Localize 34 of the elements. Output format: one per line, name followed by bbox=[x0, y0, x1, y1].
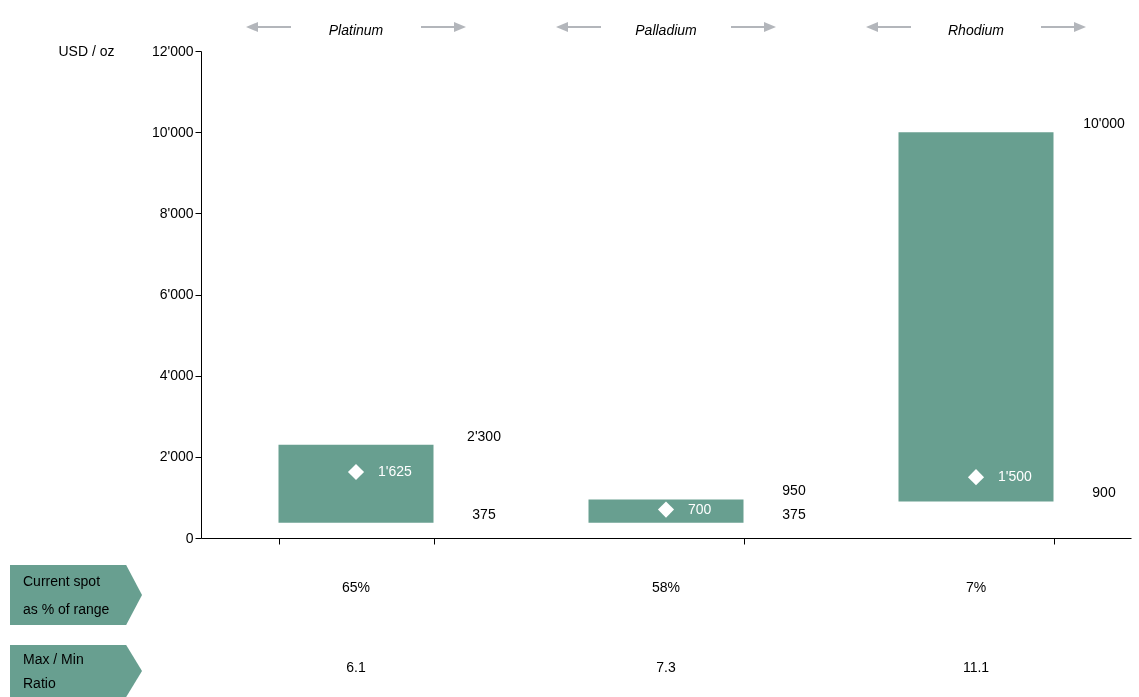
data-label: 1'625 bbox=[378, 463, 413, 480]
x-tick-label: Palladium bbox=[635, 21, 698, 38]
text: 7.3 bbox=[656, 659, 676, 675]
data-label: 700 bbox=[688, 500, 712, 517]
bar bbox=[278, 444, 434, 523]
x-tick-label: Platinum bbox=[328, 21, 384, 38]
bar bbox=[898, 132, 1054, 502]
y-tick-label: 0 bbox=[185, 529, 194, 546]
text: 11.1 bbox=[962, 659, 990, 675]
annotation: 900 bbox=[1092, 484, 1116, 501]
text: 7% bbox=[965, 579, 987, 595]
text: Max / Min Ratio bbox=[23, 650, 85, 693]
data-label: 1'500 bbox=[998, 468, 1033, 485]
text: 58% bbox=[651, 579, 681, 595]
annotation: 375 bbox=[782, 505, 806, 522]
annotation: 2'300 bbox=[467, 427, 502, 444]
y-tick-label: 8'000 bbox=[159, 204, 194, 221]
bar bbox=[588, 499, 744, 523]
point bbox=[657, 501, 675, 518]
annotation: 375 bbox=[472, 505, 496, 522]
annotation: 10'000 bbox=[1083, 115, 1126, 132]
y-tick-label: 2'000 bbox=[159, 448, 194, 465]
point bbox=[347, 463, 365, 481]
y-axis-title: USD / oz bbox=[58, 42, 115, 59]
point bbox=[967, 469, 985, 486]
y-tick-label: 10'000 bbox=[151, 123, 194, 140]
y-tick-label: 12'000 bbox=[151, 42, 194, 59]
text: Current spot as % of range bbox=[23, 572, 111, 619]
x-tick-label: Rhodium bbox=[947, 21, 1005, 38]
text: 6.1 bbox=[346, 659, 366, 675]
text: 65% bbox=[341, 579, 371, 595]
y-tick-label: 4'000 bbox=[159, 367, 194, 384]
annotation: 950 bbox=[782, 482, 806, 499]
y-tick-label: 6'000 bbox=[159, 286, 194, 302]
